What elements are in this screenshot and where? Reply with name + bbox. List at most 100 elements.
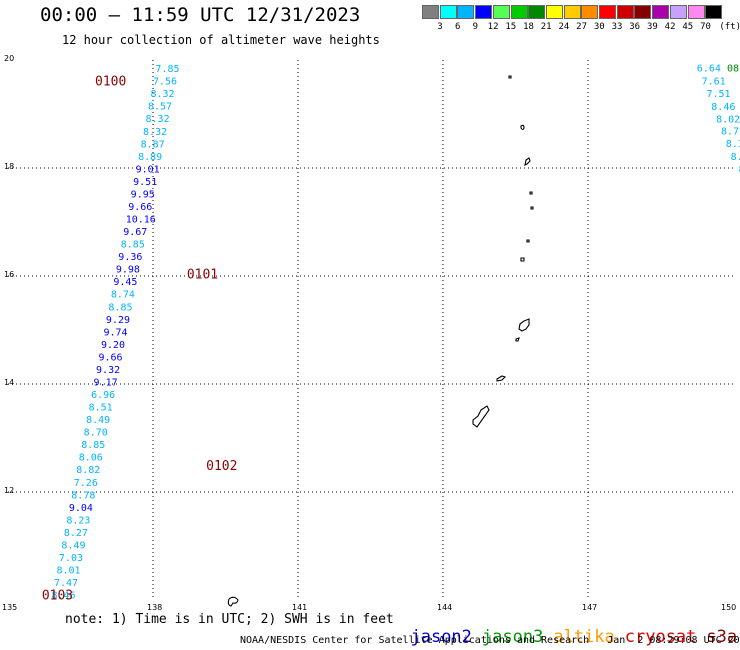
track-edge-label: 08	[727, 64, 739, 75]
swh-value-label: 9.01	[136, 164, 160, 175]
lat-tick-label: 14	[4, 378, 15, 387]
legend-swatch	[492, 5, 510, 19]
lon-tick-label: 141	[292, 603, 308, 612]
graticule	[8, 60, 733, 600]
legend-label: 15	[505, 22, 517, 32]
swh-value-label: 8.82	[76, 465, 100, 476]
swh-value-label: 9.36	[118, 252, 142, 263]
legend-label: 21	[540, 22, 552, 32]
swh-value-label: 7.03	[59, 553, 83, 564]
swh-value-label: 9.98	[116, 265, 140, 276]
legend-swatch	[705, 5, 723, 19]
lon-tick-label: 144	[437, 603, 453, 612]
lon-tick-label: 147	[582, 603, 598, 612]
swh-value-label: 8.49	[86, 415, 110, 426]
legend-swatch	[616, 5, 634, 19]
swh-value-label: 9.66	[99, 352, 123, 363]
page-subtitle: 12 hour collection of altimeter wave hei…	[62, 33, 380, 47]
swh-value-label: 9.95	[131, 189, 155, 200]
legend-swatch	[563, 5, 581, 19]
swh-value-label: 6.96	[91, 390, 115, 401]
lon-tick-label: 135	[2, 603, 18, 612]
legend-label: 3	[437, 22, 443, 32]
swh-value-label: 8.72	[721, 127, 740, 138]
swh-value-label: 9.67	[123, 227, 147, 238]
swh-value-label: 7.47	[54, 578, 78, 589]
swh-value-label: 8.57	[148, 102, 172, 113]
swh-value-label: 7.56	[153, 77, 177, 88]
lat-tick-label: 16	[4, 270, 15, 279]
swh-value-label: 8.51	[89, 403, 113, 414]
swh-value-label: 8.85	[81, 440, 105, 451]
island-saipan	[518, 318, 530, 332]
island-pagan	[524, 157, 531, 166]
swh-value-label: 8.38	[726, 139, 740, 150]
lat-tick-label: 18	[4, 162, 15, 171]
swh-value-label: 7.85	[155, 64, 179, 75]
swh-value-label: 9.29	[106, 315, 130, 326]
legend-swatch	[457, 5, 475, 19]
time-label: 0101	[187, 267, 218, 282]
legend-unit: (ft)	[719, 22, 740, 32]
legend-swatch	[545, 5, 563, 19]
legend-label: 39	[646, 22, 658, 32]
legend-swatch	[528, 5, 546, 19]
lon-tick-label: 150	[721, 603, 737, 612]
swh-value-label: 8.49	[61, 540, 85, 551]
time-label: 0102	[206, 459, 237, 474]
swh-value-label: 9.74	[103, 327, 127, 338]
page-title: 00:00 – 11:59 UTC 12/31/2023	[40, 4, 361, 26]
swh-value-label: 9.17	[94, 377, 118, 388]
swh-value-label: 8.70	[84, 428, 108, 439]
island-farallon	[508, 75, 512, 79]
swh-value-label: 9.20	[101, 340, 125, 351]
swh-value-label: 9.32	[96, 365, 120, 376]
legend-swatch	[669, 5, 687, 19]
island-south	[227, 596, 239, 607]
legend-label: 70	[700, 22, 711, 32]
legend-label: 36	[629, 22, 641, 32]
legend-label: 33	[611, 22, 623, 32]
footnote: note: 1) Time is in UTC; 2) SWH is in fe…	[65, 612, 394, 627]
sat-cryosat: cryosat	[624, 627, 697, 647]
swh-value-label: 8.85	[108, 302, 132, 313]
time-label: 0103	[42, 589, 73, 604]
swh-value-label: 8.78	[71, 490, 95, 501]
credit-line: NOAA/NESDIS Center for Satellite Applica…	[240, 635, 740, 646]
island-sarigan	[520, 257, 525, 262]
swh-value-label: 8.02	[716, 114, 740, 125]
swh-value-label: 7.26	[74, 478, 98, 489]
legend-swatch	[475, 5, 493, 19]
swh-value-label: 8.43	[731, 152, 740, 163]
legend-label: 18	[523, 22, 534, 32]
swh-value-label: 8.46	[52, 591, 76, 602]
satellite-legend: jason2 jason3 altika cryosat s3a	[390, 607, 740, 647]
swh-value-label: 7.51	[706, 89, 730, 100]
swh-value-label: 8.06	[79, 453, 103, 464]
swh-value-label: 8.23	[66, 515, 90, 526]
swh-value-label: 8.74	[111, 290, 135, 301]
swh-value-label: 8.27	[64, 528, 88, 539]
swh-value-label: 8.32	[150, 89, 174, 100]
swh-value-label: 9.04	[69, 503, 93, 514]
legend-swatch	[687, 5, 705, 19]
sat-jason2: jason2	[410, 627, 472, 647]
legend-label: 30	[593, 22, 605, 32]
sat-s3a: s3a	[706, 627, 738, 647]
swh-value-label: 8.46	[711, 102, 735, 113]
lat-tick-label: 20	[4, 54, 15, 63]
islands	[227, 75, 534, 607]
legend-swatch	[510, 5, 528, 19]
legend-swatch	[634, 5, 652, 19]
swh-value-label: 8.32	[146, 114, 170, 125]
swh-value-label: 8.01	[56, 566, 80, 577]
swh-value-label: 6.64	[697, 64, 721, 75]
sat-altika: altika	[553, 627, 615, 647]
island-guam	[472, 405, 490, 428]
legend-swatch	[439, 5, 457, 19]
island-guguan	[530, 206, 534, 210]
legend-label: 6	[454, 22, 461, 32]
swh-value-label: 8.89	[138, 152, 162, 163]
swh-value-label: 8.32	[143, 127, 167, 138]
